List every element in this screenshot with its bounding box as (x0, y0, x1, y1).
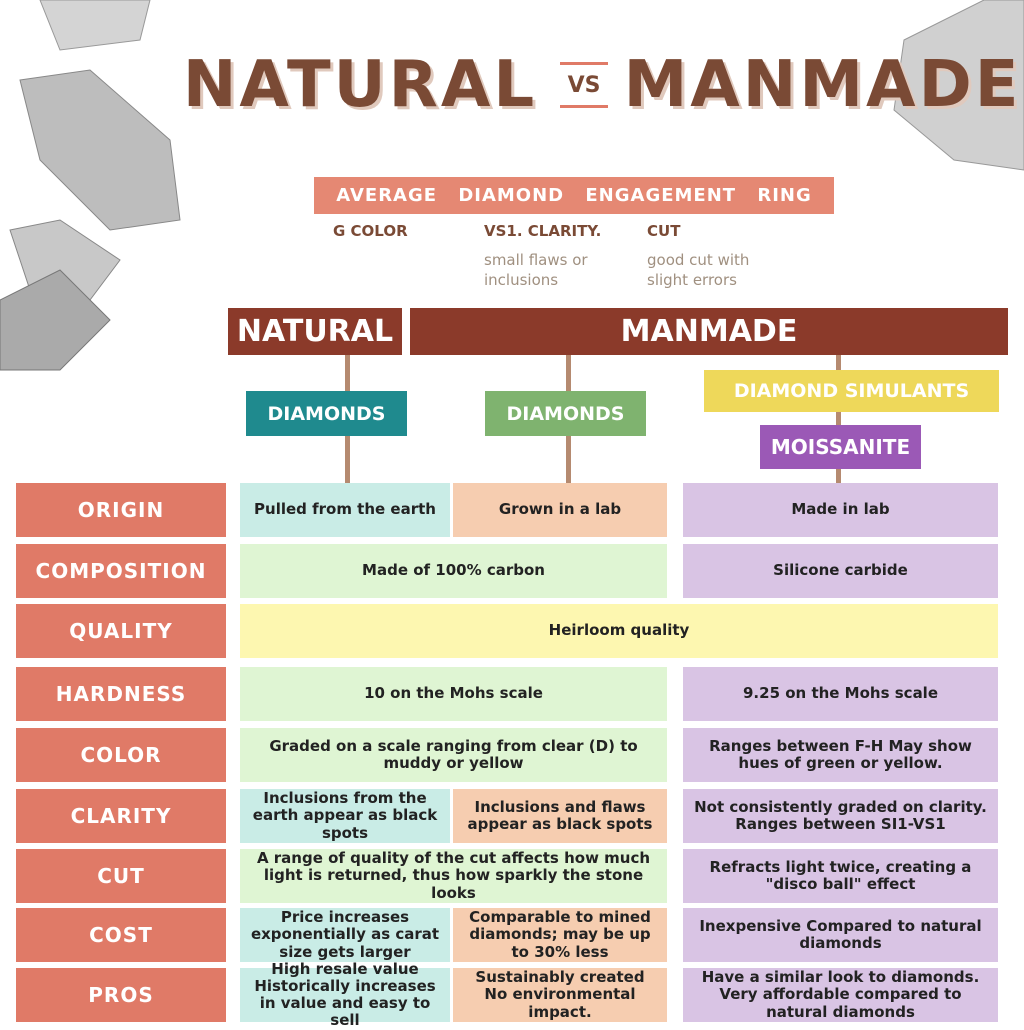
ring-heading: AVERAGE DIAMOND ENGAGEMENT RING (314, 177, 834, 214)
cell-natural: Price increases exponentially as carat s… (240, 908, 450, 962)
cell-moissanite: Have a similar look to diamonds. Very af… (683, 968, 998, 1022)
cell-lab: Comparable to mined diamonds; may be up … (453, 908, 667, 962)
group-manmade: MANMADE (410, 308, 1008, 355)
title-left: NATURAL (182, 48, 538, 122)
row-label: COMPOSITION (16, 544, 226, 598)
spec-label: G COLOR (333, 222, 408, 240)
spec-label: CUT (647, 222, 681, 240)
row-label: ORIGIN (16, 483, 226, 537)
row-label: HARDNESS (16, 667, 226, 721)
row-label: PROS (16, 968, 226, 1022)
diamond-decor (893, 0, 1024, 171)
cell-natural: Inclusions from the earth appear as blac… (240, 789, 450, 843)
cell-lab: Sustainably created No environmental imp… (453, 968, 667, 1022)
group-natural: NATURAL (228, 308, 402, 355)
cell-diamonds: 10 on the Mohs scale (240, 667, 667, 721)
spec-note: good cut with slight errors (647, 251, 750, 290)
cell-diamonds: Made of 100% carbon (240, 544, 667, 598)
cell-natural: Pulled from the earth (240, 483, 450, 537)
spec-note: small flaws or inclusions (484, 251, 588, 290)
type-simulants: DIAMOND SIMULANTS (704, 370, 999, 412)
row-label: CLARITY (16, 789, 226, 843)
title-right: MANMADE (623, 48, 1022, 122)
row-label: COLOR (16, 728, 226, 782)
cell-lab: Inclusions and flaws appear as black spo… (453, 789, 667, 843)
cell-diamonds: A range of quality of the cut affects ho… (240, 849, 667, 903)
cell-moissanite: Not consistently graded on clarity. Rang… (683, 789, 998, 843)
cell-moissanite: Ranges between F-H May show hues of gree… (683, 728, 998, 782)
spec-label: VS1. CLARITY. (484, 222, 602, 240)
cell-all: Heirloom quality (240, 604, 998, 658)
diamond-decor (0, 0, 181, 371)
row-label: CUT (16, 849, 226, 903)
type-lab: DIAMONDS (485, 391, 646, 436)
cell-lab: Grown in a lab (453, 483, 667, 537)
cell-moissanite: Inexpensive Compared to natural diamonds (683, 908, 998, 962)
cell-moissanite: Refracts light twice, creating a "disco … (683, 849, 998, 903)
title-vs: VS (560, 62, 608, 108)
cell-moissanite: Made in lab (683, 483, 998, 537)
cell-moissanite: 9.25 on the Mohs scale (683, 667, 998, 721)
cell-natural: High resale value Historically increases… (240, 960, 450, 1029)
type-natural: DIAMONDS (246, 391, 407, 436)
cell-moissanite: Silicone carbide (683, 544, 998, 598)
connector (836, 355, 841, 483)
cell-diamonds: Graded on a scale ranging from clear (D)… (240, 728, 667, 782)
type-moissanite: MOISSANITE (760, 425, 921, 469)
row-label: QUALITY (16, 604, 226, 658)
row-label: COST (16, 908, 226, 962)
